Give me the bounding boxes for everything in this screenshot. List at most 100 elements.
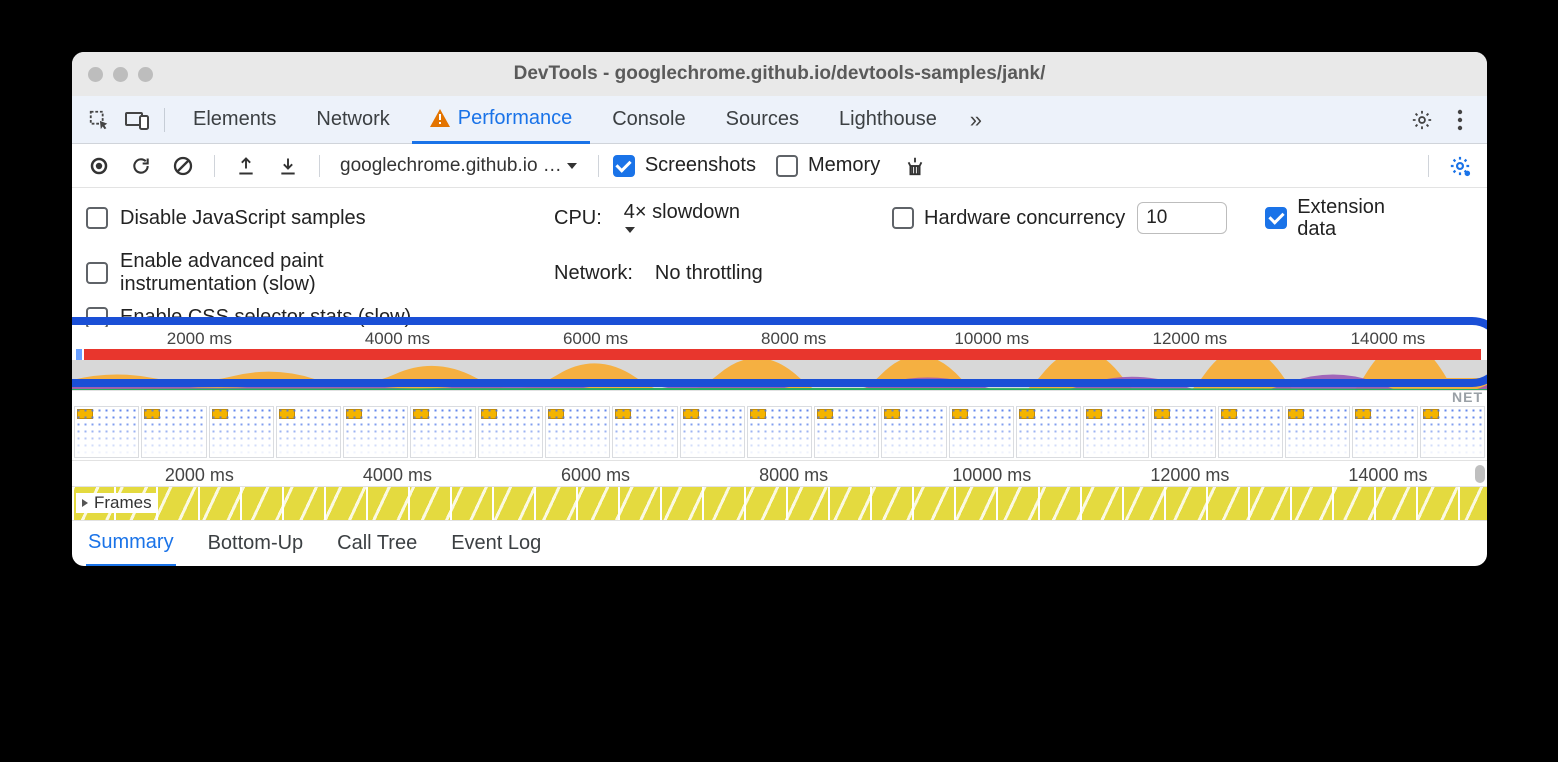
record-button[interactable] (82, 149, 116, 183)
enable-css-selector-stats-checkbox[interactable]: Enable CSS selector stats (slow) (86, 306, 546, 329)
filmstrip-thumbnail[interactable] (1352, 406, 1417, 458)
settings-gear-icon[interactable] (1405, 103, 1439, 137)
filmstrip-thumbnail[interactable] (410, 406, 475, 458)
checkbox-label: Extension data (1297, 196, 1407, 240)
network-throttle-value[interactable]: No throttling (655, 262, 763, 285)
traffic-zoom-icon[interactable] (138, 67, 153, 82)
ruler-tick: 4000 ms (363, 465, 432, 486)
flamechart-ruler[interactable]: 2000 ms4000 ms6000 ms8000 ms10000 ms1200… (72, 460, 1487, 486)
inspect-element-icon[interactable] (82, 103, 116, 137)
cpu-throttle-row: CPU: 4× slowdown (554, 196, 884, 240)
hardware-concurrency-checkbox[interactable]: Hardware concurrency (892, 207, 1125, 230)
ruler-tick: 2000 ms (167, 329, 232, 349)
thumb-content (479, 407, 542, 457)
devtools-window: DevTools - googlechrome.github.io/devtoo… (72, 52, 1487, 566)
filmstrip-thumbnail[interactable] (74, 406, 139, 458)
traffic-close-icon[interactable] (88, 67, 103, 82)
checkbox-label: Enable advanced paint instrumentation (s… (120, 250, 460, 296)
screenshots-checkbox[interactable]: Screenshots (613, 154, 756, 177)
capture-settings-gear-icon[interactable] (1443, 149, 1477, 183)
details-tab-summary[interactable]: Summary (86, 521, 176, 567)
filmstrip-thumbnail[interactable] (949, 406, 1014, 458)
filmstrip-thumbnail[interactable] (1016, 406, 1081, 458)
filmstrip-thumbnail[interactable] (1151, 406, 1216, 458)
network-lane-label: NET (1452, 389, 1483, 405)
vertical-scrollbar-thumb[interactable] (1475, 465, 1485, 483)
cpu-label: CPU: (554, 207, 602, 230)
overview-ruler[interactable]: 2000 ms4000 ms6000 ms8000 ms10000 ms1200… (72, 327, 1487, 349)
disable-js-samples-checkbox[interactable]: Disable JavaScript samples (86, 196, 546, 240)
kebab-menu-icon[interactable] (1443, 103, 1477, 137)
overview-longtask-bar (84, 349, 1481, 360)
tab-lighthouse[interactable]: Lighthouse (821, 96, 955, 144)
cpu-throttle-value: 4× slowdown (624, 201, 740, 223)
panel-tabstrip: Elements Network Performance Console Sou… (72, 96, 1487, 144)
download-button[interactable] (271, 149, 305, 183)
filmstrip-thumbnail[interactable] (1218, 406, 1283, 458)
filmstrip-thumbnail[interactable] (478, 406, 543, 458)
memory-checkbox[interactable]: Memory (776, 154, 880, 177)
filmstrip-thumbnail[interactable] (680, 406, 745, 458)
filmstrip-thumbnail[interactable] (747, 406, 812, 458)
checkbox-box (1265, 207, 1287, 229)
extension-data-checkbox[interactable]: Extension data (1265, 196, 1407, 240)
tab-elements[interactable]: Elements (175, 96, 294, 144)
ruler-tick: 8000 ms (761, 329, 826, 349)
tab-performance[interactable]: Performance (412, 96, 591, 144)
filmstrip-thumbnail[interactable] (141, 406, 206, 458)
origin-dropdown[interactable]: googlechrome.github.io … (334, 151, 584, 181)
ruler-tick: 2000 ms (165, 465, 234, 486)
tab-label: Performance (458, 107, 573, 130)
thumb-content (748, 407, 811, 457)
cpu-throttle-dropdown[interactable]: 4× slowdown (624, 201, 748, 236)
tab-label: Network (316, 108, 389, 131)
tab-network[interactable]: Network (298, 96, 407, 144)
enable-paint-instrumentation-checkbox[interactable]: Enable advanced paint instrumentation (s… (86, 250, 546, 296)
reload-record-button[interactable] (124, 149, 158, 183)
frames-track-header[interactable]: Frames (76, 493, 156, 513)
frames-track[interactable]: Frames (72, 486, 1487, 520)
more-tabs-icon[interactable]: » (959, 103, 993, 137)
thumb-content (1286, 407, 1349, 457)
filmstrip-thumbnail[interactable] (343, 406, 408, 458)
thumb-content (815, 407, 878, 457)
filmstrip-thumbnail[interactable] (881, 406, 946, 458)
details-tab-call-tree[interactable]: Call Tree (335, 522, 419, 565)
details-tab-bottom-up[interactable]: Bottom-Up (206, 522, 306, 565)
tab-label: Summary (88, 531, 174, 553)
overview-cpu-chart (72, 360, 1487, 390)
checkbox-box (86, 262, 108, 284)
window-title: DevTools - googlechrome.github.io/devtoo… (88, 63, 1471, 85)
filmstrip-thumbnail[interactable] (814, 406, 879, 458)
details-tab-event-log[interactable]: Event Log (449, 522, 543, 565)
overview-filmstrip[interactable] (72, 404, 1487, 460)
tab-sources[interactable]: Sources (708, 96, 817, 144)
ruler-tick: 8000 ms (759, 465, 828, 486)
tab-console[interactable]: Console (594, 96, 703, 144)
thumb-content (411, 407, 474, 457)
tab-label: Sources (726, 108, 799, 131)
filmstrip-thumbnail[interactable] (1083, 406, 1148, 458)
clear-button[interactable] (166, 149, 200, 183)
filmstrip-thumbnail[interactable] (1420, 406, 1485, 458)
filmstrip-thumbnail[interactable] (1285, 406, 1350, 458)
traffic-minimize-icon[interactable] (113, 67, 128, 82)
device-toolbar-icon[interactable] (120, 103, 154, 137)
ruler-tick: 14000 ms (1351, 329, 1426, 349)
ruler-tick: 10000 ms (954, 329, 1029, 349)
garbage-collect-icon[interactable] (898, 149, 932, 183)
tab-label: Lighthouse (839, 108, 937, 131)
filmstrip-thumbnail[interactable] (276, 406, 341, 458)
hardware-concurrency-input[interactable]: 10 (1137, 202, 1227, 234)
filmstrip-thumbnail[interactable] (545, 406, 610, 458)
disclosure-triangle-icon (80, 498, 90, 508)
chevron-down-icon (566, 160, 578, 172)
upload-button[interactable] (229, 149, 263, 183)
network-label: Network: (554, 262, 633, 285)
filmstrip-thumbnail[interactable] (612, 406, 677, 458)
filmstrip-thumbnail[interactable] (209, 406, 274, 458)
thumb-content (1353, 407, 1416, 457)
thumb-content (1084, 407, 1147, 457)
timeline-overview[interactable]: 2000 ms4000 ms6000 ms8000 ms10000 ms1200… (72, 327, 1487, 460)
thumb-content (882, 407, 945, 457)
